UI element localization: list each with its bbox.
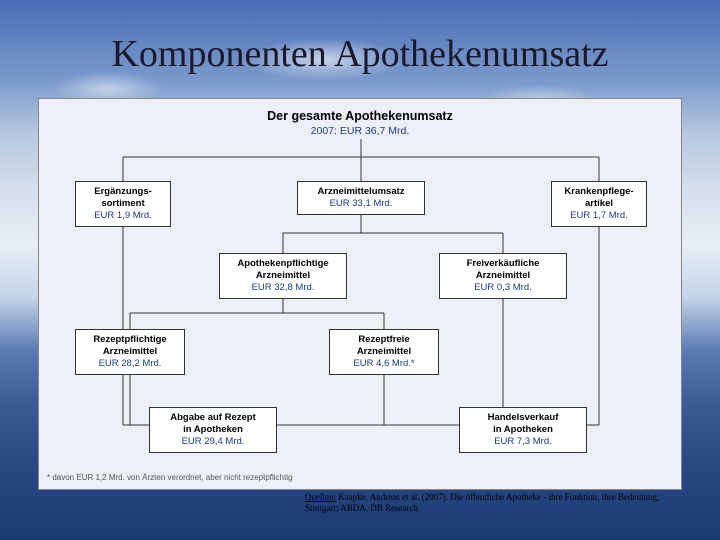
node-kranken-label: Krankenpflege-artikel (554, 186, 644, 210)
node-erg: Ergänzungs-sortimentEUR 1,9 Mrd. (75, 181, 171, 227)
node-rezFrei: RezeptfreieArzneimittelEUR 4,6 Mrd.* (329, 329, 439, 375)
node-kranken: Krankenpflege-artikelEUR 1,7 Mrd. (551, 181, 647, 227)
node-arzUmsatz-value: EUR 33,1 Mrd. (300, 198, 422, 210)
node-handel: Handelsverkaufin ApothekenEUR 7,3 Mrd. (459, 407, 587, 453)
node-arzUmsatz-label: Arzneimittelumsatz (300, 186, 422, 198)
sources-prefix: Quellen: (305, 492, 336, 502)
slide-title: Komponenten Apothekenumsatz (0, 32, 720, 76)
node-abgabe-value: EUR 29,4 Mrd. (152, 436, 274, 448)
node-rezPfl-value: EUR 28,2 Mrd. (78, 358, 182, 370)
node-handel-label: Handelsverkaufin Apotheken (462, 412, 584, 436)
node-abgabe-label: Abgabe auf Rezeptin Apotheken (152, 412, 274, 436)
node-freiV-label: FreiverkäuflicheArzneimittel (442, 258, 564, 282)
sources-citation: Quellen: Kaapke, Andreas et al. (2007). … (305, 492, 685, 514)
node-apoPfl-value: EUR 32,8 Mrd. (222, 282, 344, 294)
node-freiV-value: EUR 0,3 Mrd. (442, 282, 564, 294)
node-rezFrei-label: RezeptfreieArzneimittel (332, 334, 436, 358)
diagram-heading: Der gesamte Apothekenumsatz (39, 109, 681, 123)
diagram-footnote: * davon EUR 1,2 Mrd. von Ärzten verordne… (47, 473, 292, 482)
node-rezPfl: RezeptpflichtigeArzneimittelEUR 28,2 Mrd… (75, 329, 185, 375)
node-rezPfl-label: RezeptpflichtigeArzneimittel (78, 334, 182, 358)
node-erg-value: EUR 1,9 Mrd. (78, 210, 168, 222)
diagram-subheading: 2007: EUR 36,7 Mrd. (39, 125, 681, 137)
sources-text: Kaapke, Andreas et al. (2007). Die öffen… (305, 492, 659, 513)
node-erg-label: Ergänzungs-sortiment (78, 186, 168, 210)
node-apoPfl-label: ApothekenpflichtigeArzneimittel (222, 258, 344, 282)
node-rezFrei-value: EUR 4,6 Mrd.* (332, 358, 436, 370)
node-handel-value: EUR 7,3 Mrd. (462, 436, 584, 448)
node-arzUmsatz: ArzneimittelumsatzEUR 33,1 Mrd. (297, 181, 425, 215)
diagram-container: Der gesamte Apothekenumsatz 2007: EUR 36… (38, 98, 682, 490)
node-apoPfl: ApothekenpflichtigeArzneimittelEUR 32,8 … (219, 253, 347, 299)
node-abgabe: Abgabe auf Rezeptin ApothekenEUR 29,4 Mr… (149, 407, 277, 453)
node-freiV: FreiverkäuflicheArzneimittelEUR 0,3 Mrd. (439, 253, 567, 299)
node-kranken-value: EUR 1,7 Mrd. (554, 210, 644, 222)
